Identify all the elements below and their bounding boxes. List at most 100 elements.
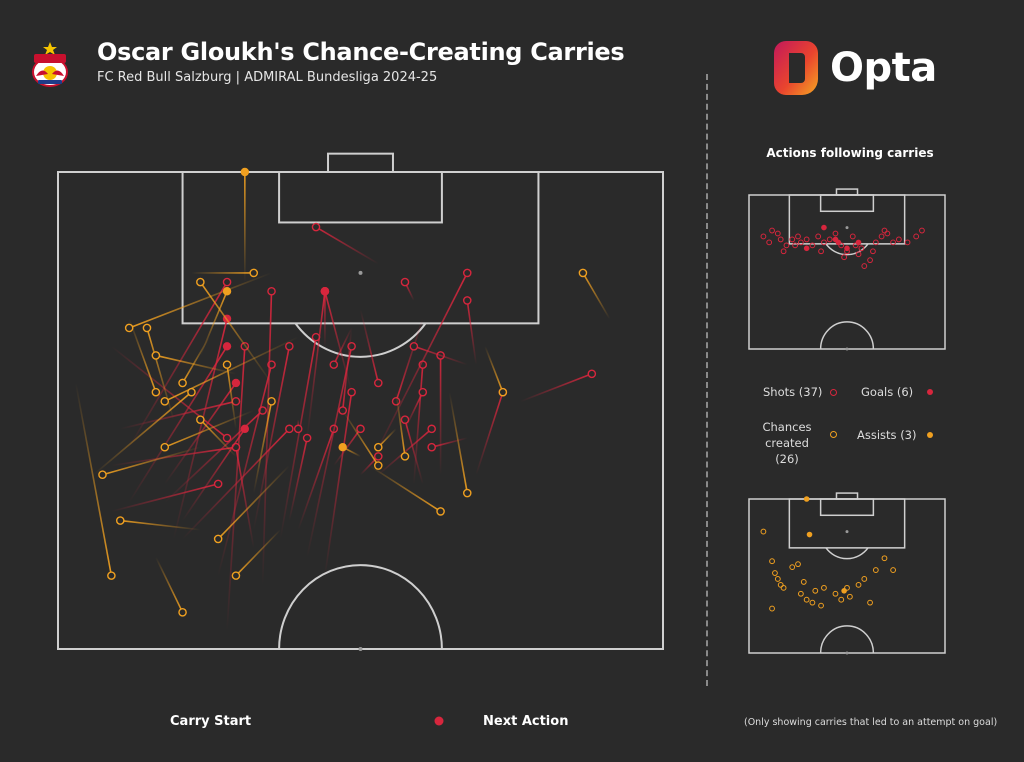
carry-line: [217, 364, 273, 576]
carry-line: [199, 419, 237, 457]
carry-end: [400, 277, 410, 287]
carry-line: [235, 529, 282, 577]
carry-line: [172, 318, 228, 540]
legend-chances-marker: [830, 431, 837, 438]
mini-point: [858, 245, 865, 252]
mini-point: [777, 236, 784, 243]
mini-point: [832, 590, 839, 597]
pitch-outline: [748, 498, 946, 654]
carry-end: [285, 341, 294, 351]
mini-point: [895, 236, 902, 243]
six-yard-box: [819, 498, 875, 517]
carry-end: [151, 351, 161, 360]
carry-line: [128, 281, 228, 448]
mini-point: [861, 263, 868, 269]
mini-point: [760, 233, 767, 240]
carry-line: [261, 291, 273, 585]
mini-point-filled: [844, 245, 850, 252]
carry-end: [391, 397, 401, 406]
carry-line: [226, 346, 246, 631]
penalty-arc: [294, 322, 427, 358]
mini-point: [818, 602, 824, 609]
carry-line: [333, 327, 353, 365]
penalty-spot: [845, 530, 849, 534]
carry-end: [151, 387, 161, 397]
carry-line: [466, 300, 477, 365]
mini-point: [870, 248, 876, 255]
mini-point-filled: [803, 496, 810, 502]
carry-line: [164, 336, 299, 403]
mini-point: [772, 570, 778, 576]
mini-point-filled: [832, 236, 839, 243]
mini-point: [769, 558, 775, 565]
carry-line: [341, 327, 353, 411]
page-title: Oscar Gloukh's Chance-Creating Carries: [97, 38, 625, 66]
carry-line: [120, 519, 201, 531]
centre-spot: [358, 647, 363, 651]
pitch-outline: [57, 171, 664, 650]
carry-end: [222, 277, 232, 287]
mini-point: [780, 584, 787, 591]
opta-wordmark: Opta: [830, 45, 937, 91]
centre-circle: [278, 564, 443, 650]
mini-point: [795, 233, 801, 240]
penalty-box: [181, 171, 540, 325]
mini-point: [780, 248, 787, 255]
carry-line: [306, 346, 353, 558]
carry-end: [196, 277, 205, 287]
mini-point: [844, 584, 850, 591]
carry-end: [329, 360, 339, 369]
carry-end: [142, 323, 152, 333]
mini-point: [852, 242, 859, 249]
opta-logo: Opta: [772, 36, 937, 100]
mini-point: [872, 567, 879, 573]
carry-end: [213, 479, 223, 489]
carry-end: [222, 360, 232, 369]
mini-point-filled: [841, 588, 847, 594]
carry-line: [252, 346, 291, 530]
carry-end: [373, 442, 383, 452]
carry-end: [409, 341, 419, 351]
mini-pitch-shots: [748, 188, 946, 351]
mini-point: [797, 239, 804, 246]
goal: [327, 152, 394, 173]
carry-end-filled: [240, 167, 250, 177]
carry-end: [107, 571, 116, 580]
carry-line: [235, 447, 255, 549]
carry-end: [213, 534, 223, 544]
carry-end-filled: [338, 442, 347, 452]
carry-line: [395, 318, 424, 402]
carry-line: [448, 392, 469, 494]
carry-line: [146, 327, 175, 420]
carry-line: [413, 364, 424, 484]
mini-point: [789, 564, 796, 571]
carry-end: [400, 452, 410, 461]
carry-line: [413, 345, 468, 366]
carry-line: [484, 345, 504, 393]
mini-point: [769, 605, 775, 612]
mini-point: [826, 236, 833, 243]
legend-goals-label: Goals (6): [861, 385, 914, 399]
carry-end: [115, 516, 125, 525]
legend-next-action: Next Action: [483, 714, 569, 729]
carry-line: [128, 318, 157, 393]
carry-end: [222, 433, 232, 443]
carry-end: [427, 442, 436, 452]
carry-line: [520, 373, 593, 403]
opta-logo-icon: [774, 41, 818, 95]
legend-shots-label: Shots (37): [763, 385, 823, 399]
mini-point: [878, 233, 885, 240]
page-subtitle: FC Red Bull Salzburg | ADMIRAL Bundeslig…: [97, 70, 438, 85]
mini-point: [861, 576, 868, 582]
carry-line: [324, 291, 353, 393]
mini-point: [855, 251, 862, 258]
carry-end-filled: [240, 424, 250, 434]
legend-next-action-marker: [434, 716, 444, 726]
carry-line: [111, 446, 237, 467]
carry-end: [356, 424, 365, 434]
carry-line: [368, 272, 468, 466]
carry-end-filled: [320, 287, 330, 296]
six-yard-box: [819, 194, 875, 213]
mini-point: [838, 596, 845, 603]
carry-line: [475, 391, 504, 475]
